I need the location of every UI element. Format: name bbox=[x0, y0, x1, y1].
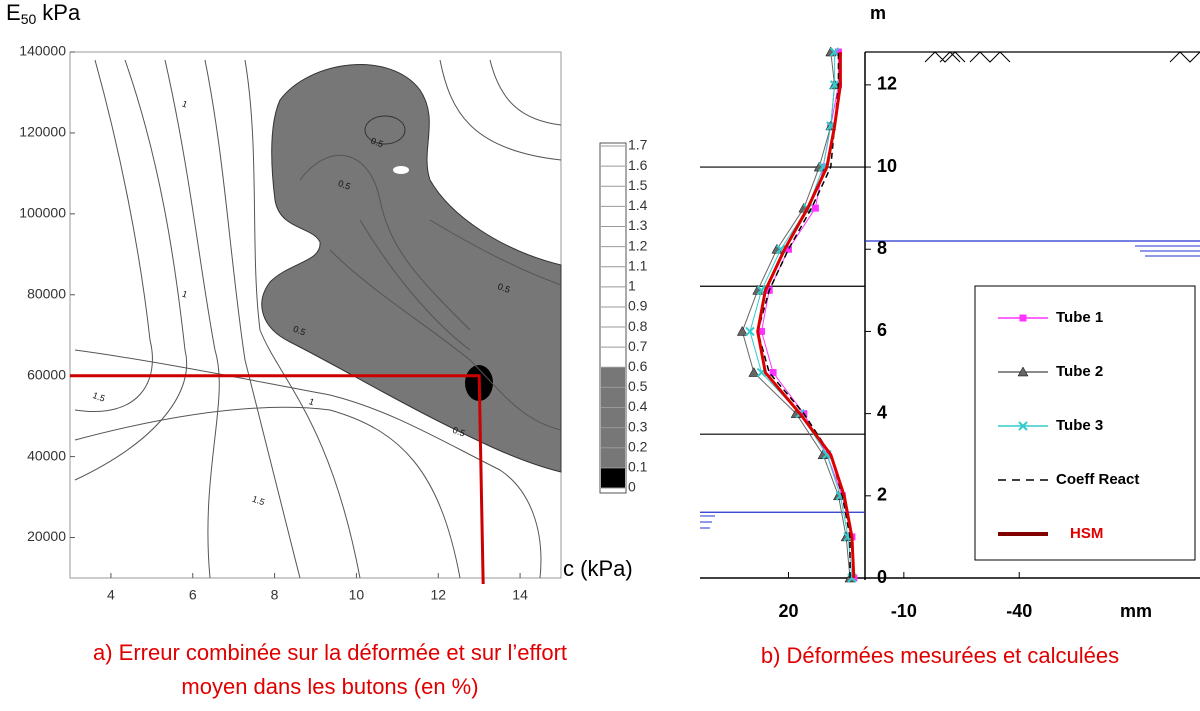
y-tick-label: 140000 bbox=[19, 43, 66, 59]
marker bbox=[811, 204, 819, 212]
colorbar-label: 0.1 bbox=[628, 459, 648, 475]
y-tick-label: 6 bbox=[877, 320, 887, 340]
contour-lines bbox=[74, 59, 562, 579]
ground-symbol bbox=[924, 51, 1200, 63]
marker bbox=[1017, 366, 1029, 377]
colorbar-label: 0.2 bbox=[628, 438, 648, 454]
series-line bbox=[749, 52, 853, 579]
colorbar-frame bbox=[599, 142, 627, 494]
series-line bbox=[756, 52, 851, 578]
colorbar-label: 0.6 bbox=[628, 358, 648, 374]
contour-label: 1 bbox=[308, 396, 316, 407]
contour-label: 0.5 bbox=[496, 281, 511, 295]
colorbar-band bbox=[601, 146, 625, 368]
colorbar-label: 1.6 bbox=[628, 157, 648, 173]
marker bbox=[748, 367, 760, 377]
colorbar-label: 1.2 bbox=[628, 237, 648, 253]
legend-label: HSM bbox=[1070, 525, 1103, 542]
x-tick-label: -10 bbox=[891, 601, 917, 621]
legend-box bbox=[974, 285, 1196, 561]
legend-label: Tube 3 bbox=[1056, 417, 1103, 434]
colorbar-label: 1 bbox=[628, 278, 636, 294]
marker bbox=[829, 80, 840, 90]
x-tick-label: 14 bbox=[512, 587, 528, 603]
contour-label: 1.5 bbox=[91, 390, 106, 404]
marker bbox=[1019, 314, 1027, 322]
y-tick-label: 12 bbox=[877, 74, 897, 94]
hole bbox=[393, 166, 409, 174]
x-tick-label: -40 bbox=[1006, 601, 1032, 621]
y-tick-label: 20000 bbox=[27, 528, 66, 544]
x-tick-label: 4 bbox=[107, 587, 115, 603]
y-tick-label: 100000 bbox=[19, 205, 66, 221]
water-symbol bbox=[1135, 245, 1200, 257]
contour-label: 1 bbox=[181, 98, 189, 109]
series-line bbox=[741, 51, 851, 579]
colorbar-label: 0.9 bbox=[628, 298, 648, 314]
marker bbox=[834, 48, 842, 56]
highlight-line bbox=[70, 374, 485, 585]
colorbar-label: 0.8 bbox=[628, 318, 648, 334]
y-tick-label: 4 bbox=[877, 402, 887, 422]
contour-label: 1 bbox=[181, 289, 189, 300]
y-tick-label: 60000 bbox=[27, 366, 66, 382]
legend-label: Tube 2 bbox=[1056, 363, 1103, 380]
y-tick-label: 0 bbox=[877, 567, 887, 587]
marker bbox=[758, 327, 766, 335]
colorbar-label: 1.1 bbox=[628, 257, 648, 273]
contour-label: 0.5 bbox=[292, 324, 307, 338]
x-axis-label: c (kPa) bbox=[563, 556, 633, 581]
marker bbox=[829, 47, 840, 57]
x-tick-label: 12 bbox=[430, 587, 446, 603]
x-axis-label: mm bbox=[1120, 601, 1152, 621]
marker bbox=[736, 325, 748, 336]
marker bbox=[784, 245, 792, 253]
colorbar-band bbox=[601, 367, 625, 468]
contour-label: 0.5 bbox=[369, 136, 384, 150]
series-line bbox=[756, 52, 856, 579]
y-tick-label: 8 bbox=[877, 238, 887, 258]
y-tick-label: 2 bbox=[877, 485, 887, 505]
x-tick-label: 10 bbox=[349, 587, 365, 603]
contour-label: 0.5 bbox=[451, 425, 466, 439]
marker bbox=[1018, 421, 1028, 431]
caption: b) Déformées mesurées et calculées bbox=[761, 643, 1119, 668]
caption: moyen dans les butons (en %) bbox=[181, 674, 478, 699]
y-tick-label: 80000 bbox=[27, 285, 66, 301]
colorbar-label: 0.3 bbox=[628, 418, 648, 434]
y-axis-label: E50 kPa bbox=[6, 0, 81, 27]
contour-label: 0.5 bbox=[337, 178, 352, 192]
water-symbol bbox=[700, 515, 715, 529]
marker bbox=[745, 326, 755, 337]
colorbar-label: 1.7 bbox=[628, 137, 648, 153]
colorbar-label: 0 bbox=[628, 479, 636, 495]
y-axis-label: m bbox=[870, 3, 886, 23]
y-tick-label: 40000 bbox=[27, 447, 66, 463]
colorbar-label: 1.3 bbox=[628, 217, 648, 233]
x-tick-label: 6 bbox=[189, 587, 197, 603]
x-tick-label: 8 bbox=[271, 587, 279, 603]
legend-label: Coeff React bbox=[1056, 471, 1139, 488]
colorbar-label: 0.5 bbox=[628, 378, 648, 394]
contour-label: 1.5 bbox=[251, 494, 266, 508]
legend-label: Tube 1 bbox=[1056, 309, 1103, 326]
caption: a) Erreur combinée sur la déformée et su… bbox=[93, 640, 567, 665]
y-tick-label: 10 bbox=[877, 156, 897, 176]
colorbar-band bbox=[601, 467, 625, 488]
colorbar-label: 1.5 bbox=[628, 177, 648, 193]
contour bbox=[364, 115, 406, 145]
colorbar-label: 0.7 bbox=[628, 338, 648, 354]
colorbar-label: 1.4 bbox=[628, 197, 648, 213]
colorbar-label: 0.4 bbox=[628, 398, 648, 414]
marker bbox=[769, 369, 777, 377]
y-tick-label: 120000 bbox=[19, 124, 66, 140]
x-tick-label: 20 bbox=[778, 601, 798, 621]
